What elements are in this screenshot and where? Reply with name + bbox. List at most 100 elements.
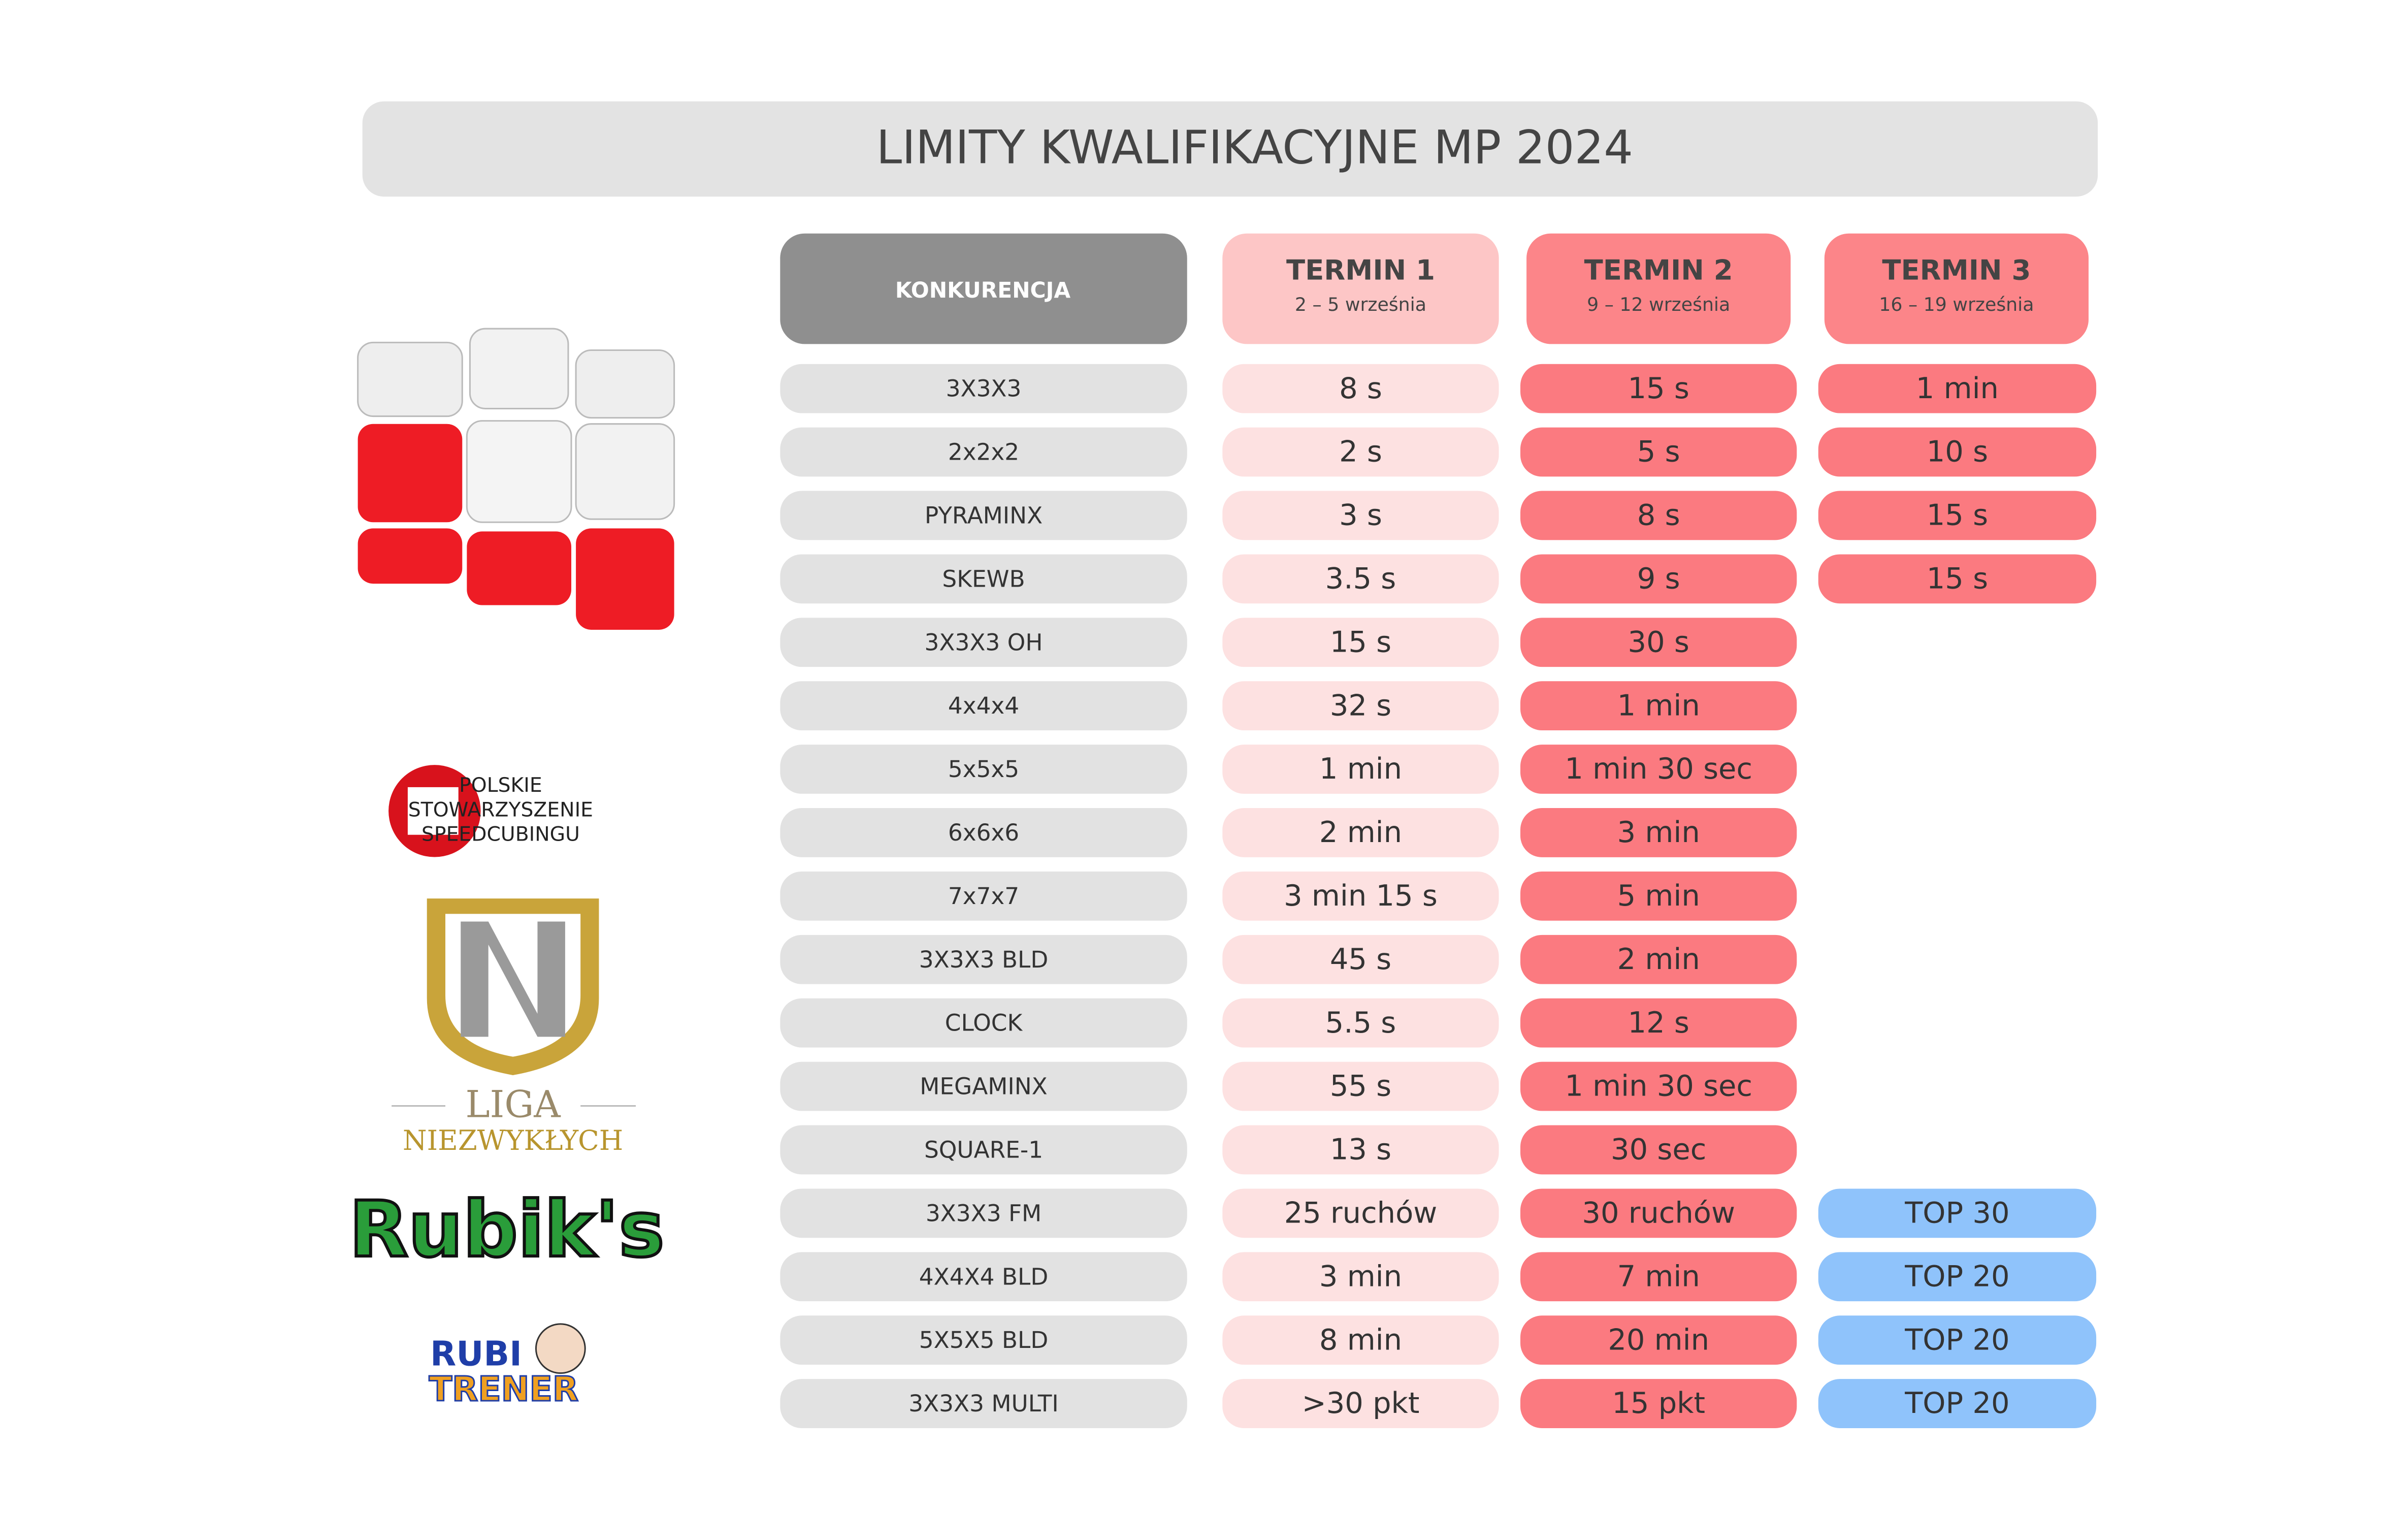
cell-text: 3X3X3 OH: [925, 629, 1043, 656]
cell-text: 2 min: [1319, 815, 1402, 849]
cell-text: 15 s: [1927, 498, 1988, 532]
cell: [780, 618, 1187, 667]
cell-text: 9 s: [1637, 561, 1680, 595]
rubitrener-text: RUBI: [430, 1334, 522, 1373]
rubitrener-text: TRENER: [429, 1369, 578, 1409]
cell: [1222, 618, 1499, 667]
cell: [1520, 1061, 1797, 1111]
cell-text: 45 s: [1330, 942, 1391, 976]
cell: [780, 364, 1187, 413]
cell: [780, 1252, 1187, 1302]
cell-text: >30 pkt: [1302, 1386, 1420, 1420]
cell-text: 15 s: [1927, 561, 1988, 595]
cell: [1520, 554, 1797, 604]
pss-logo: [388, 765, 481, 857]
cell: [1520, 808, 1797, 857]
pss-text: SPEEDCUBINGU: [421, 823, 580, 846]
cell: [1222, 745, 1499, 794]
cell: [1818, 491, 2097, 540]
cell-text: 30 sec: [1611, 1133, 1706, 1167]
cell-text: 32 s: [1330, 688, 1391, 722]
cell-text: 5x5x5: [948, 756, 1019, 783]
cell-text: 2x2x2: [948, 439, 1019, 466]
cell: [1520, 745, 1797, 794]
cell-text: 2 s: [1339, 435, 1382, 469]
cell: [780, 554, 1187, 604]
cell-text: 8 min: [1319, 1323, 1402, 1357]
cell-text: 3 min 15 s: [1284, 879, 1438, 913]
cell: [1818, 1188, 2097, 1238]
cell-text: 3X3X3 FM: [926, 1200, 1042, 1227]
cell: [1520, 1315, 1797, 1365]
liga-logo: [392, 898, 636, 1107]
cell: [1222, 427, 1499, 477]
rubitrener-logo: [535, 1323, 586, 1374]
cell: [780, 1379, 1187, 1428]
cell: [1222, 681, 1499, 731]
cell: [1222, 1061, 1499, 1111]
cell: [780, 808, 1187, 857]
cell-text: 7 min: [1617, 1259, 1700, 1293]
cell-text: 1 min: [1617, 688, 1700, 722]
cell: [1818, 1379, 2097, 1428]
cell-text: 1 min 30 sec: [1565, 1069, 1752, 1103]
title-bar: [362, 101, 2098, 197]
liga-text: NIEZWYKŁYCH: [403, 1124, 623, 1156]
cell: [1520, 1188, 1797, 1238]
cell: [1818, 1252, 2097, 1302]
cell-text: SKEWB: [942, 565, 1025, 592]
cell-text: 5.5 s: [1325, 1006, 1396, 1040]
cell-text: 25 ruchów: [1284, 1196, 1438, 1230]
cell: [1222, 998, 1499, 1048]
cell: [1222, 935, 1499, 984]
term-name: TERMIN 2: [1584, 253, 1733, 286]
term-name: TERMIN 3: [1882, 253, 2031, 286]
cell-text: 4X4X4 BLD: [919, 1263, 1048, 1290]
cell-text: 3.5 s: [1325, 561, 1396, 595]
cell: [1222, 871, 1499, 921]
cell: [1520, 871, 1797, 921]
cell: [1520, 427, 1797, 477]
term-dates: 2 – 5 września: [1295, 294, 1426, 315]
header-cell: [1526, 233, 1791, 344]
cell: [780, 871, 1187, 921]
cell-text: 5 s: [1637, 435, 1680, 469]
cell: [1520, 618, 1797, 667]
cell: [780, 935, 1187, 984]
term-name: TERMIN 1: [1286, 253, 1435, 286]
cell-text: 7x7x7: [948, 883, 1019, 910]
header-cell: [1824, 233, 2089, 344]
pss-text: POLSKIE: [459, 774, 542, 797]
header-cell: [780, 233, 1187, 344]
cell: [780, 491, 1187, 540]
cell: [780, 1188, 1187, 1238]
cell-text: 3 min: [1319, 1259, 1402, 1293]
cell: [1818, 554, 2097, 604]
cell: [1818, 1315, 2097, 1365]
cell-text: TOP 30: [1904, 1196, 2009, 1230]
cell: [1520, 491, 1797, 540]
cell: [780, 1125, 1187, 1175]
cell-text: 5 min: [1617, 879, 1700, 913]
cell: [780, 427, 1187, 477]
cell: [1818, 427, 2097, 477]
liga-text: LIGA: [465, 1083, 561, 1126]
cell-text: 3X3X3: [946, 375, 1022, 402]
cell-text: PYRAMINX: [925, 502, 1043, 529]
cell-text: 6x6x6: [948, 819, 1019, 846]
cube-logo: [357, 328, 675, 630]
cell-text: 3X3X3 BLD: [919, 946, 1048, 973]
cell-text: 20 min: [1608, 1323, 1709, 1357]
cell: [1222, 1125, 1499, 1175]
cell-text: 1 min 30 sec: [1565, 752, 1752, 786]
cell: [1222, 1188, 1499, 1238]
cell-text: 1 min: [1319, 752, 1402, 786]
cell-text: 8 s: [1339, 371, 1382, 405]
cell-text: CLOCK: [945, 1010, 1023, 1037]
cell: [1818, 364, 2097, 413]
cell-text: 5X5X5 BLD: [919, 1327, 1048, 1354]
cell: [780, 745, 1187, 794]
cell: [780, 1061, 1187, 1111]
cell-text: 10 s: [1927, 435, 1988, 469]
cell-text: 15 s: [1628, 371, 1689, 405]
